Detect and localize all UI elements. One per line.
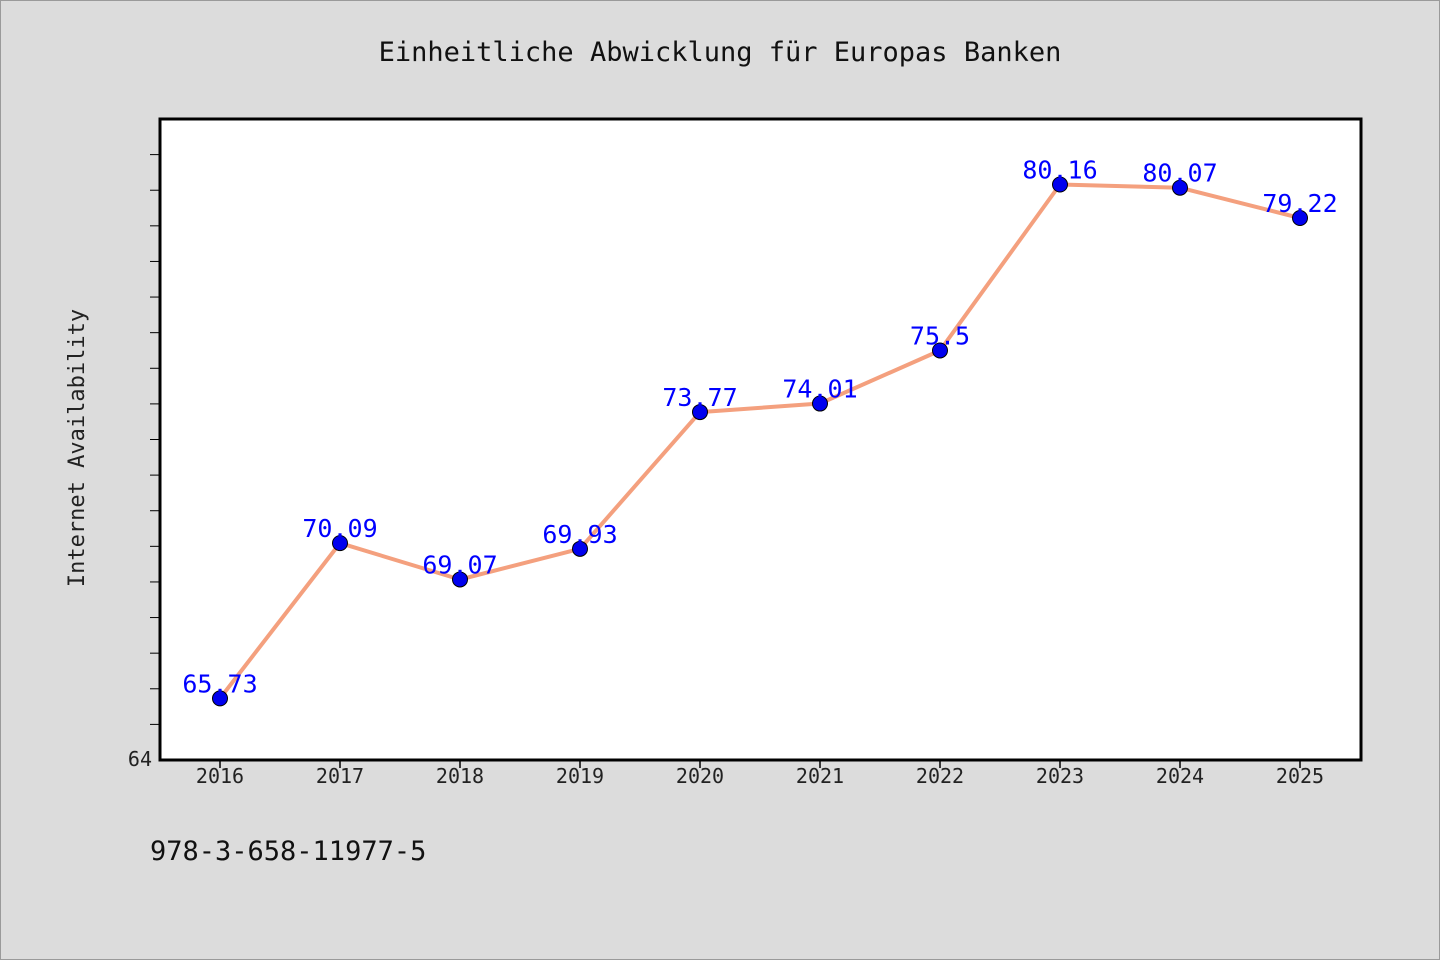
data-label: 75.5 xyxy=(910,321,970,350)
data-point-marker xyxy=(1052,176,1068,193)
data-point-marker xyxy=(932,342,948,359)
x-tick-label: 2024 xyxy=(1156,764,1204,788)
y-tick-label: 64 xyxy=(128,747,152,771)
data-point-marker xyxy=(1292,209,1308,226)
data-point-marker xyxy=(1172,179,1188,196)
x-axis-ticks: 2016 2017 2018 2019 2020 2021 2022 2023 2024 2025 xyxy=(196,760,1324,788)
data-point-marker xyxy=(692,404,708,421)
x-tick-label: 2020 xyxy=(676,764,724,788)
y-axis-ticks: 64 xyxy=(128,154,160,771)
data-point-marker xyxy=(212,690,228,707)
data-label-group: 65.73 70.09 69.07 69.93 73.77 74.01 75.5 80.16 8… xyxy=(182,156,1337,699)
data-label: 80.07 xyxy=(1142,159,1217,188)
data-label: 65.73 xyxy=(182,669,257,698)
data-point-marker xyxy=(452,571,468,588)
data-point-marker xyxy=(332,535,348,552)
x-tick-label: 2021 xyxy=(796,764,844,788)
x-tick-label: 2016 xyxy=(196,764,244,788)
data-point-marker xyxy=(572,540,588,557)
data-label: 74.01 xyxy=(782,375,857,404)
x-tick-label: 2018 xyxy=(436,764,484,788)
x-tick-label: 2023 xyxy=(1036,764,1084,788)
x-tick-label: 2022 xyxy=(916,764,964,788)
plot-area xyxy=(158,117,1363,762)
data-label: 69.07 xyxy=(422,550,497,579)
x-tick-label: 2025 xyxy=(1276,764,1324,788)
x-tick-label: 2017 xyxy=(316,764,364,788)
data-label: 69.93 xyxy=(542,520,617,549)
data-label: 80.16 xyxy=(1022,156,1097,185)
data-label: 73.77 xyxy=(662,383,737,412)
series-group xyxy=(212,176,1308,707)
data-label: 70.09 xyxy=(302,514,377,543)
chart-title: Einheitliche Abwicklung für Europas Bank… xyxy=(379,37,1062,68)
x-tick-label: 2019 xyxy=(556,764,604,788)
isbn-footer: 978-3-658-11977-5 xyxy=(150,836,427,867)
series-line xyxy=(218,182,1302,701)
data-point-marker xyxy=(812,395,828,412)
data-label: 79.22 xyxy=(1262,189,1337,218)
y-axis-label: Internet Availability xyxy=(65,309,90,587)
